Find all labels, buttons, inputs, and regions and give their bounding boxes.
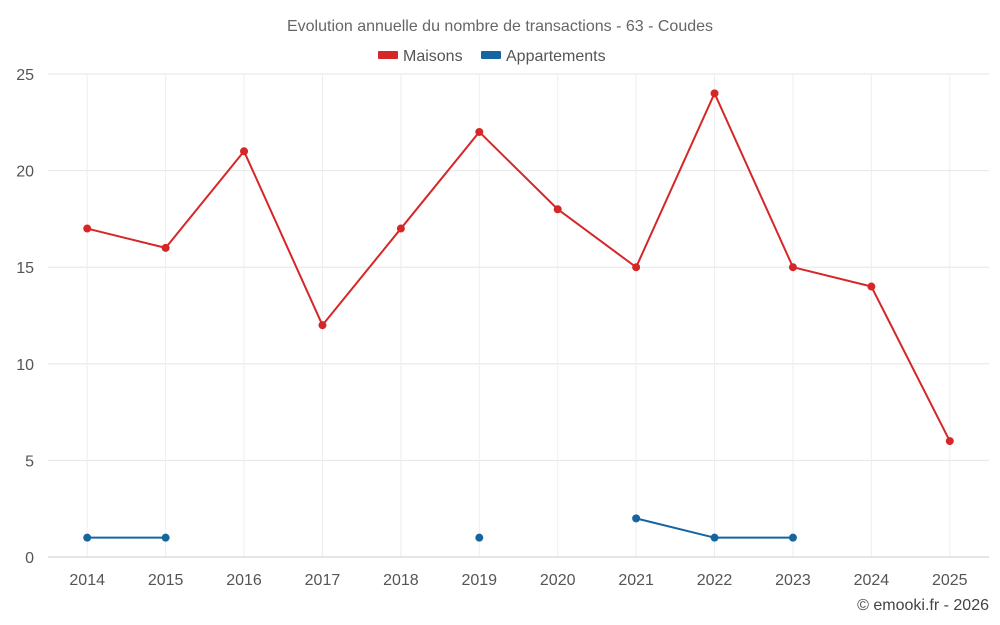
legend-label-appartements: Appartements <box>506 48 606 65</box>
x-tick-label: 2023 <box>775 572 811 589</box>
data-point-maisons[interactable] <box>83 224 92 233</box>
legend-label-maisons: Maisons <box>403 48 463 65</box>
data-point-appartements[interactable] <box>788 533 797 542</box>
x-tick-label: 2021 <box>618 572 654 589</box>
data-point-maisons[interactable] <box>161 243 170 252</box>
legend-item-appartements[interactable]: Appartements <box>481 48 606 65</box>
y-tick-label: 25 <box>16 67 34 84</box>
x-tick-label: 2025 <box>932 572 968 589</box>
x-tick-label: 2018 <box>383 572 419 589</box>
legend-swatch-appartements <box>481 51 501 59</box>
data-point-maisons[interactable] <box>945 437 954 446</box>
x-tick-label: 2017 <box>305 572 341 589</box>
x-tick-label: 2020 <box>540 572 576 589</box>
x-tick-label: 2024 <box>854 572 890 589</box>
data-point-maisons[interactable] <box>318 321 327 330</box>
data-point-maisons[interactable] <box>632 263 641 272</box>
legend: Maisons Appartements <box>378 48 606 65</box>
y-tick-label: 20 <box>16 164 34 181</box>
data-point-appartements[interactable] <box>83 533 92 542</box>
legend-item-maisons[interactable]: Maisons <box>378 48 463 65</box>
x-tick-label: 2022 <box>697 572 733 589</box>
data-point-appartements[interactable] <box>161 533 170 542</box>
x-tick-label: 2019 <box>461 572 497 589</box>
data-point-maisons[interactable] <box>396 224 405 233</box>
data-point-maisons[interactable] <box>475 127 484 136</box>
credit: © emooki.fr - 2026 <box>857 597 989 614</box>
y-tick-label: 15 <box>16 260 34 277</box>
chart-title: Evolution annuelle du nombre de transact… <box>287 18 713 35</box>
series-line-maisons <box>86 92 951 442</box>
data-point-maisons[interactable] <box>788 263 797 272</box>
data-point-maisons[interactable] <box>867 282 876 291</box>
data-point-maisons[interactable] <box>553 205 562 214</box>
data-point-maisons[interactable] <box>240 147 249 156</box>
data-point-appartements[interactable] <box>475 533 484 542</box>
x-tick-label: 2015 <box>148 572 184 589</box>
data-point-appartements[interactable] <box>632 514 641 523</box>
y-tick-label: 5 <box>25 453 34 470</box>
y-tick-label: 10 <box>16 357 34 374</box>
data-point-maisons[interactable] <box>710 89 719 98</box>
y-tick-label: 0 <box>25 550 34 567</box>
x-tick-label: 2016 <box>226 572 262 589</box>
legend-swatch-maisons <box>378 51 398 59</box>
data-point-appartements[interactable] <box>710 533 719 542</box>
x-tick-label: 2014 <box>69 572 105 589</box>
